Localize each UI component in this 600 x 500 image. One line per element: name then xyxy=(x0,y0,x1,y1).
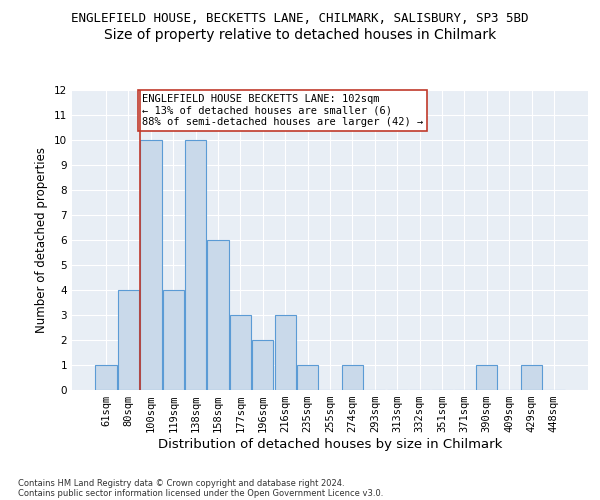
X-axis label: Distribution of detached houses by size in Chilmark: Distribution of detached houses by size … xyxy=(158,438,502,451)
Bar xyxy=(95,365,117,390)
Text: Size of property relative to detached houses in Chilmark: Size of property relative to detached ho… xyxy=(104,28,496,42)
Bar xyxy=(476,365,497,390)
Text: ENGLEFIELD HOUSE BECKETTS LANE: 102sqm
← 13% of detached houses are smaller (6)
: ENGLEFIELD HOUSE BECKETTS LANE: 102sqm ←… xyxy=(142,94,423,127)
Bar xyxy=(208,240,229,390)
Bar xyxy=(185,140,206,390)
Bar xyxy=(297,365,318,390)
Bar xyxy=(118,290,139,390)
Bar xyxy=(230,315,251,390)
Bar xyxy=(342,365,363,390)
Text: Contains HM Land Registry data © Crown copyright and database right 2024.: Contains HM Land Registry data © Crown c… xyxy=(18,478,344,488)
Bar xyxy=(140,140,161,390)
Text: ENGLEFIELD HOUSE, BECKETTS LANE, CHILMARK, SALISBURY, SP3 5BD: ENGLEFIELD HOUSE, BECKETTS LANE, CHILMAR… xyxy=(71,12,529,26)
Bar xyxy=(163,290,184,390)
Bar xyxy=(252,340,274,390)
Text: Contains public sector information licensed under the Open Government Licence v3: Contains public sector information licen… xyxy=(18,488,383,498)
Y-axis label: Number of detached properties: Number of detached properties xyxy=(35,147,49,333)
Bar xyxy=(275,315,296,390)
Bar xyxy=(521,365,542,390)
